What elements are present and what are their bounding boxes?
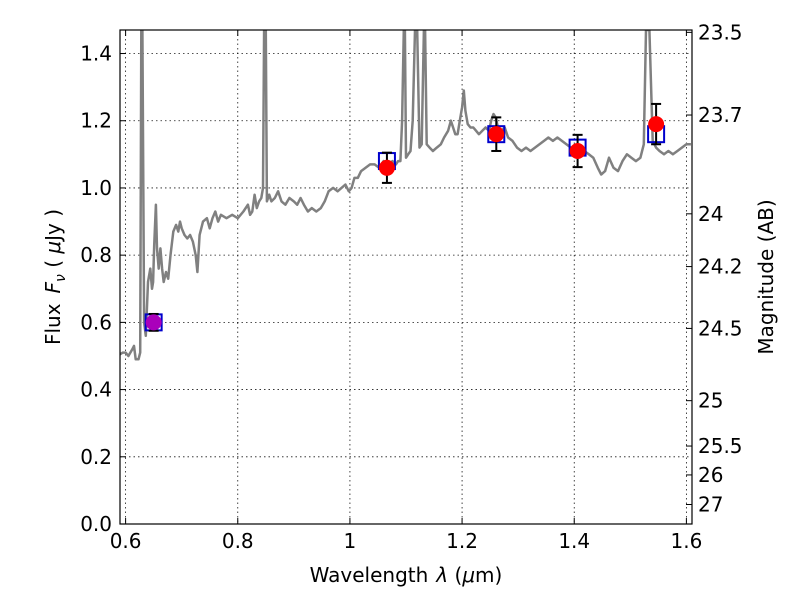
observed-photometry-point: [145, 314, 162, 331]
y-axis-right: 23.5 23.7 24 24.2 24.5 25 25.5 26 27: [686, 20, 743, 517]
y-axis-label: FluxFν ( μJy ): [41, 209, 69, 345]
observed-photometry-point: [648, 116, 665, 133]
y-tick-label: 1.2: [80, 109, 112, 133]
x-tick-label: 1.4: [558, 529, 590, 553]
observed-photometry: [145, 102, 665, 332]
right-tick-label: 25.5: [698, 434, 743, 458]
x-tick-label: 1: [344, 529, 357, 553]
y-tick-label: 1.0: [80, 176, 112, 200]
x-tick-label: 0.8: [222, 529, 254, 553]
y-tick-label: 1.4: [80, 42, 112, 66]
right-tick-label: 27: [698, 493, 723, 517]
observed-photometry-point: [569, 142, 586, 159]
plot-area: [120, 30, 691, 361]
x-axis: 0.6 0.8 1 1.2 1.4 1.6: [110, 30, 702, 553]
y-tick-label: 0.2: [80, 445, 112, 469]
observed-photometry-point: [488, 126, 505, 143]
y-axis-left: 0.0 0.2 0.4 0.6 0.8 1.0 1.2 1.4: [80, 42, 126, 536]
right-tick-label: 24.2: [698, 255, 743, 279]
right-tick-label: 26: [698, 463, 723, 487]
y-tick-label: 0.8: [80, 243, 112, 267]
right-tick-label: 23.5: [698, 20, 743, 44]
right-axis-label: Magnitude (AB): [754, 199, 778, 354]
x-tick-label: 1.2: [446, 529, 478, 553]
observed-photometry-point: [378, 159, 395, 176]
right-tick-label: 23.7: [698, 103, 743, 127]
x-tick-label: 0.6: [110, 529, 142, 553]
right-tick-label: 25: [698, 389, 723, 413]
plot-frame: [119, 29, 693, 525]
right-tick-label: 24: [698, 202, 723, 226]
x-tick-label: 1.6: [670, 529, 702, 553]
y-tick-label: 0.4: [80, 378, 112, 402]
x-axis-label: Wavelength λ (μm): [310, 563, 503, 587]
y-tick-label: 0.6: [80, 310, 112, 334]
right-tick-label: 24.5: [698, 316, 743, 340]
y-tick-label: 0.0: [80, 512, 112, 536]
